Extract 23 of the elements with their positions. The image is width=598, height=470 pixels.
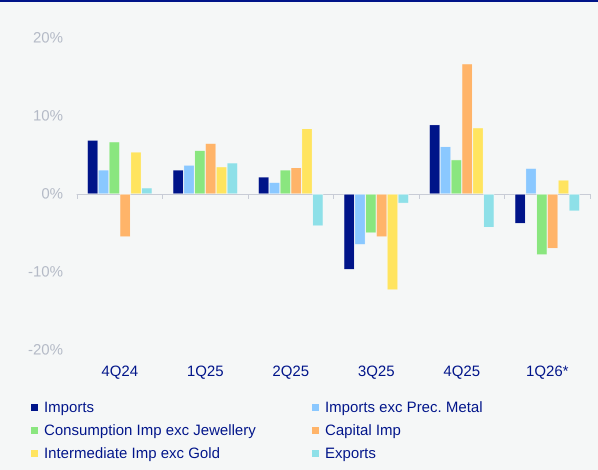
legend-label: Imports exc Prec. Metal <box>325 399 483 416</box>
legend-label: Capital Imp <box>325 422 401 439</box>
legend-label: Exports <box>325 445 376 462</box>
legend-label: Consumption Imp exc Jewellery <box>44 422 256 439</box>
legend-label: Intermediate Imp exc Gold <box>44 445 220 462</box>
y-tick-label: -10% <box>28 264 63 280</box>
x-tick-label: 2Q25 <box>272 363 310 380</box>
bar <box>312 194 324 226</box>
legend-label: Imports <box>44 399 94 416</box>
bar <box>558 180 569 194</box>
bar <box>514 194 526 224</box>
x-tick-label: 1Q25 <box>186 363 224 380</box>
x-tick-label: 4Q25 <box>443 363 480 380</box>
y-tick-label: 20% <box>32 30 63 46</box>
x-tick-label: 1Q26* <box>526 363 569 380</box>
y-tick-label: 0% <box>41 186 63 202</box>
y-tick-label: -20% <box>28 342 63 358</box>
bar <box>483 194 494 228</box>
bar <box>568 194 580 212</box>
bar <box>526 168 536 194</box>
x-tick-label: 3Q25 <box>358 363 395 380</box>
y-tick-label: 10% <box>32 108 63 124</box>
x-tick-label: 4Q24 <box>101 363 138 380</box>
